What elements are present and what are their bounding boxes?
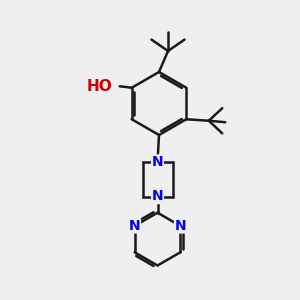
Text: N: N [152, 155, 163, 169]
Text: N: N [129, 219, 140, 233]
Text: N: N [152, 190, 163, 203]
Text: HO: HO [86, 79, 112, 94]
Text: N: N [175, 219, 186, 233]
